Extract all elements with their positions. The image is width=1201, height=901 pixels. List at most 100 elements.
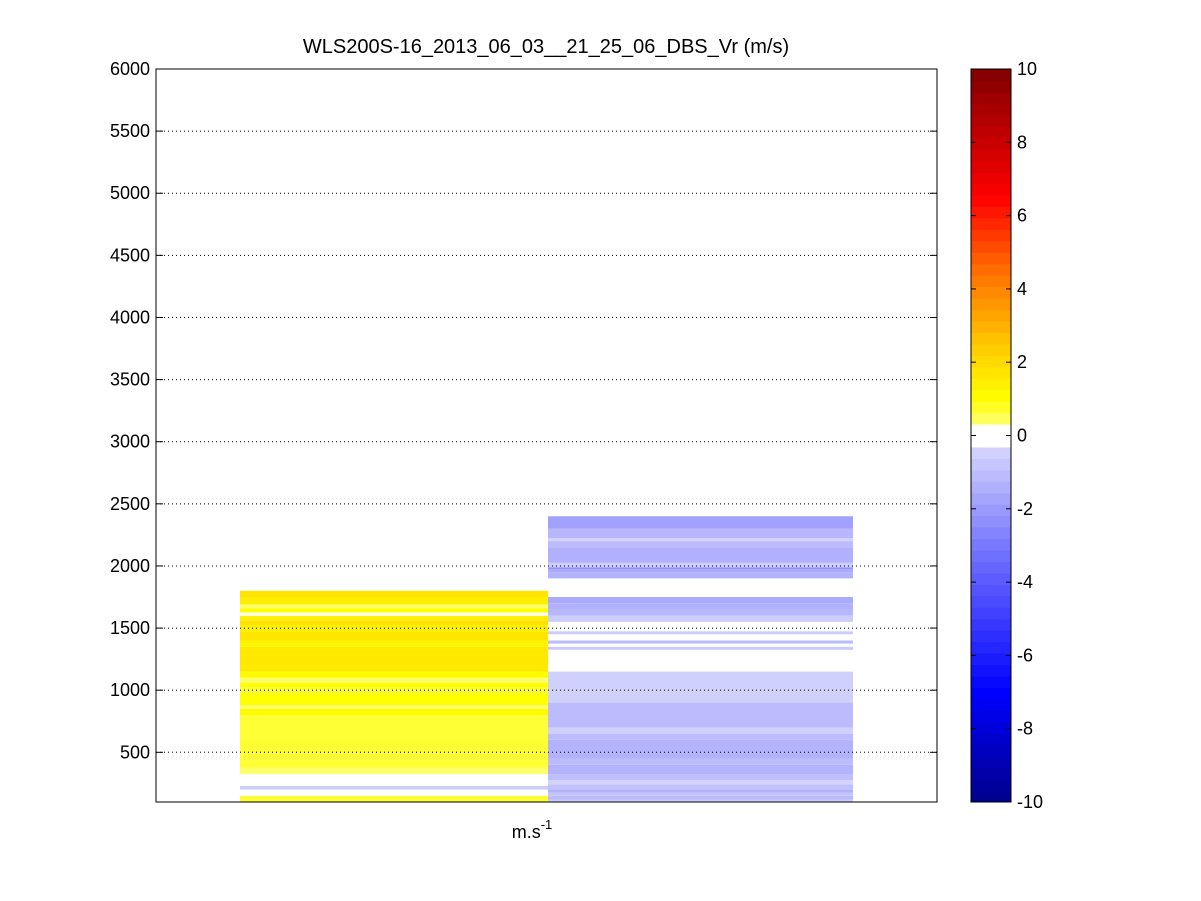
colorbar-tick-label: 4 xyxy=(1017,279,1027,299)
y-tick-label: 5500 xyxy=(110,121,150,141)
colorbar-swatch xyxy=(971,572,1011,585)
heatmap-cell xyxy=(548,764,853,775)
colorbar-swatch xyxy=(971,320,1011,333)
colorbar-swatch xyxy=(971,721,1011,734)
heatmap-cell xyxy=(548,774,853,781)
colorbar-swatch xyxy=(971,687,1011,700)
heatmap-cell xyxy=(240,608,548,613)
colorbar-swatch xyxy=(971,698,1011,711)
heatmap-cell xyxy=(548,646,853,650)
heatmap-cell xyxy=(240,795,548,802)
x-axis-label-exponent: -1 xyxy=(541,817,553,832)
colorbar-swatch xyxy=(971,252,1011,265)
colorbar-tick-label: 6 xyxy=(1017,206,1027,226)
colorbar-tick-label: 10 xyxy=(1017,59,1037,79)
heatmap-cell xyxy=(548,567,853,570)
y-tick-label: 1000 xyxy=(110,680,150,700)
colorbar-swatch xyxy=(971,69,1011,81)
heatmap-cell xyxy=(548,569,853,573)
heatmap-cell xyxy=(548,538,853,542)
heatmap-cell xyxy=(548,615,853,622)
heatmap-cell xyxy=(240,682,548,688)
colorbar-swatch xyxy=(971,114,1011,127)
heatmap-cell xyxy=(548,547,853,563)
colorbar-swatch xyxy=(971,584,1011,597)
colorbar-swatch xyxy=(971,378,1011,391)
colorbar-swatch xyxy=(971,653,1011,666)
colorbar-tick-label: -6 xyxy=(1017,645,1033,665)
heatmap-cell xyxy=(240,767,548,775)
y-tick-label: 2500 xyxy=(110,494,150,514)
heatmap-cell xyxy=(240,774,548,786)
heatmap-cell xyxy=(240,677,548,683)
x-axis-label: m.s-1 xyxy=(512,817,553,842)
heatmap-cell xyxy=(548,702,853,728)
heatmap-cell xyxy=(240,646,548,672)
colorbar-swatch xyxy=(971,263,1011,276)
y-tick-label: 4500 xyxy=(110,245,150,265)
colorbar-swatch xyxy=(971,550,1011,562)
y-tick-label: 3500 xyxy=(110,370,150,390)
heatmap-cell xyxy=(240,785,548,790)
heatmap-cell xyxy=(548,562,853,568)
heatmap-cell xyxy=(548,609,853,616)
heatmap-cell xyxy=(548,631,853,635)
colorbar-swatch xyxy=(971,561,1011,574)
heatmap-cell xyxy=(548,634,853,641)
colorbar-swatch xyxy=(971,80,1011,93)
heatmap-cell xyxy=(548,792,853,796)
colorbar-swatch xyxy=(971,595,1011,608)
colorbar-swatch xyxy=(971,103,1011,116)
y-tick-label: 5000 xyxy=(110,183,150,203)
colorbar-swatch xyxy=(971,676,1011,688)
colorbar-swatch xyxy=(971,217,1011,230)
colorbar-swatch xyxy=(971,527,1011,540)
heatmap-cell xyxy=(240,793,548,796)
colorbar-swatch xyxy=(971,298,1011,311)
heatmap-cell xyxy=(548,516,853,529)
y-tick-label: 6000 xyxy=(110,59,150,79)
colorbar-swatch xyxy=(971,366,1011,379)
heatmap-cell xyxy=(548,649,853,672)
colorbar-swatch xyxy=(971,137,1011,150)
colorbar-swatches xyxy=(971,69,1011,803)
heatmap-cell xyxy=(548,572,853,579)
heatmap-cell xyxy=(240,640,548,647)
plot-area: 500 1000 1500 2000 2500 3000 3500 4000 4500 5000 5… xyxy=(110,59,938,803)
colorbar-swatch xyxy=(971,332,1011,345)
heatmap-cell xyxy=(240,615,548,621)
colorbar-swatch xyxy=(971,194,1011,207)
colorbar-swatch xyxy=(971,469,1011,482)
colorbar-swatch xyxy=(971,160,1011,173)
heatmap-cell xyxy=(240,687,548,694)
y-tick-label: 500 xyxy=(120,742,150,762)
y-tick-label: 3000 xyxy=(110,432,150,452)
y-tick-label: 1500 xyxy=(110,618,150,638)
colorbar-swatch xyxy=(971,355,1011,368)
heatmap-cell xyxy=(548,789,853,793)
heatmap-cell xyxy=(548,671,853,703)
colorbar-swatch xyxy=(971,618,1011,631)
colorbar-swatch xyxy=(971,412,1011,425)
colorbar-swatch xyxy=(971,240,1011,253)
colorbar-swatch xyxy=(971,492,1011,505)
colorbar-tick-label: -4 xyxy=(1017,572,1033,592)
colorbar-swatch xyxy=(971,91,1011,104)
colorbar-tick-label: 2 xyxy=(1017,352,1027,372)
colorbar-swatch xyxy=(971,630,1011,643)
heatmap-cell xyxy=(240,789,548,794)
colorbar-tick-label: -10 xyxy=(1017,792,1043,812)
colorbar-swatch xyxy=(971,733,1011,746)
heatmap-cell xyxy=(240,590,548,598)
heatmap-cell xyxy=(240,604,548,609)
x-axis-label-base: m.s xyxy=(512,822,541,842)
heatmap-cell xyxy=(240,620,548,625)
colorbar-swatch xyxy=(971,779,1011,792)
heatmap-cell xyxy=(548,541,853,548)
colorbar-tick-label: -2 xyxy=(1017,499,1033,519)
colorbar-swatch xyxy=(971,172,1011,185)
heatmap-cell xyxy=(548,643,853,647)
heatmap-cell xyxy=(548,784,853,790)
colorbar-swatch xyxy=(971,401,1011,414)
colorbar-tick-label: 8 xyxy=(1017,132,1027,152)
